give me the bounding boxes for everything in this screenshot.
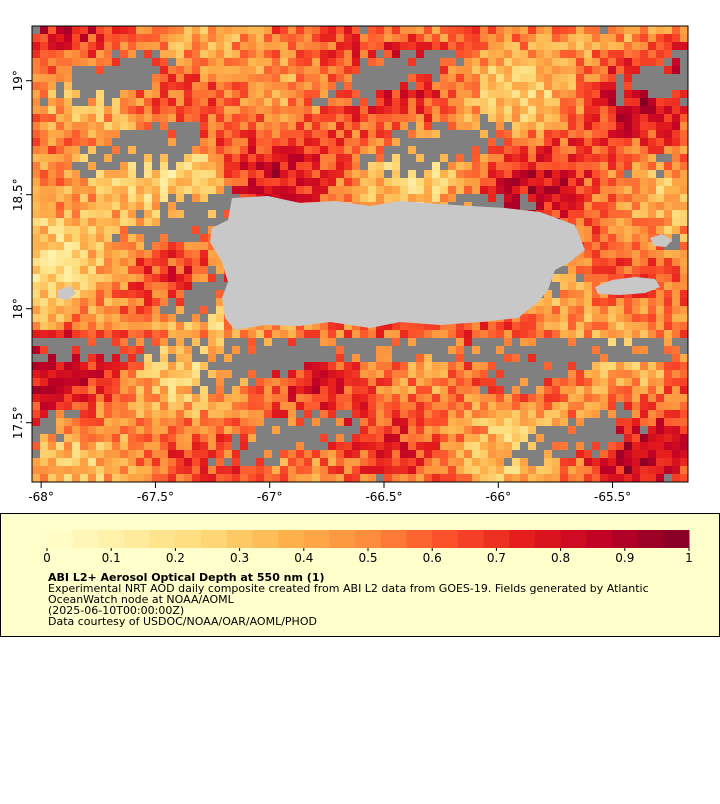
colorbar-tick-label: 0.8 — [551, 551, 570, 565]
colorbar-step — [355, 530, 382, 548]
legend-line: Experimental NRT AOD daily composite cre… — [48, 582, 649, 595]
colorbar-tick-label: 1 — [685, 551, 693, 565]
legend-line: OceanWatch node at NOAA/AOML — [48, 593, 235, 606]
y-tick-label: 18° — [11, 298, 25, 319]
colorbar-step — [98, 530, 125, 548]
x-tick-label: -67.5° — [137, 490, 174, 504]
plot-frame — [31, 25, 689, 483]
aod-raster — [32, 26, 688, 482]
colorbar-tick-label: 0.4 — [294, 551, 313, 565]
colorbar-step — [534, 530, 562, 548]
legend-line: Data courtesy of USDOC/NOAA/OAR/AOML/PHO… — [48, 615, 317, 628]
x-tick-label: -67° — [257, 490, 283, 504]
colorbar-tick-label: 0.6 — [423, 551, 442, 565]
x-tick-label: -66° — [485, 490, 511, 504]
colorbar-step — [457, 530, 485, 548]
legend-title: ABI L2+ Aerosol Optical Depth at 550 nm … — [48, 571, 325, 584]
colorbar-tick-label: 0.3 — [230, 551, 249, 565]
colorbar-tick-label: 0.7 — [487, 551, 506, 565]
colorbar-tick-label: 0.2 — [166, 551, 185, 565]
mona — [58, 286, 76, 300]
vieques — [595, 277, 660, 295]
colorbar-tick-label: 0.5 — [358, 551, 377, 565]
legend-line: (2025-06-10T00:00:00Z) — [48, 604, 184, 617]
colorbar-step — [201, 530, 228, 548]
colorbar-step — [47, 530, 74, 548]
colorbar-step — [303, 530, 330, 548]
colorbar-step — [329, 530, 356, 548]
colorbar-step — [586, 530, 613, 548]
puerto-rico — [210, 196, 585, 330]
x-tick-label: -66.5° — [365, 490, 402, 504]
colorbar-step — [380, 530, 408, 548]
colorbar-step — [406, 530, 433, 548]
colorbar-step — [175, 530, 202, 548]
colorbar-step — [611, 530, 639, 548]
colorbar-step — [637, 530, 664, 548]
colorbar-step — [252, 530, 279, 548]
colorbar-step — [226, 530, 253, 548]
colorbar-step — [149, 530, 176, 548]
colorbar-tick-label: 0.9 — [615, 551, 634, 565]
colorbar-tick-label: 0.1 — [102, 551, 121, 565]
colorbar-step — [560, 530, 587, 548]
colorbar-step — [72, 530, 99, 548]
x-tick-label: -65.5° — [594, 490, 631, 504]
y-tick-label: 18.5° — [11, 178, 25, 211]
land — [58, 196, 672, 330]
colorbar-step — [278, 530, 305, 548]
y-tick-label: 17.5° — [11, 406, 25, 439]
x-tick-label: -68° — [28, 490, 54, 504]
colorbar-step — [663, 530, 690, 548]
colorbar: 0 0.1 0.2 0.3 0.4 0.5 0.6 0.7 0.8 0.9 1 — [43, 530, 693, 565]
y-tick-label: 19° — [11, 70, 25, 91]
colorbar-step — [483, 530, 510, 548]
colorbar-step — [509, 530, 536, 548]
culebra — [650, 234, 672, 247]
colorbar-step — [124, 530, 151, 548]
axes: -68° -67.5° -67° -66.5° -66° -65.5° 17.5° 18° 18… — [11, 70, 631, 504]
colorbar-step — [432, 530, 459, 548]
colorbar-tick-label: 0 — [43, 551, 51, 565]
